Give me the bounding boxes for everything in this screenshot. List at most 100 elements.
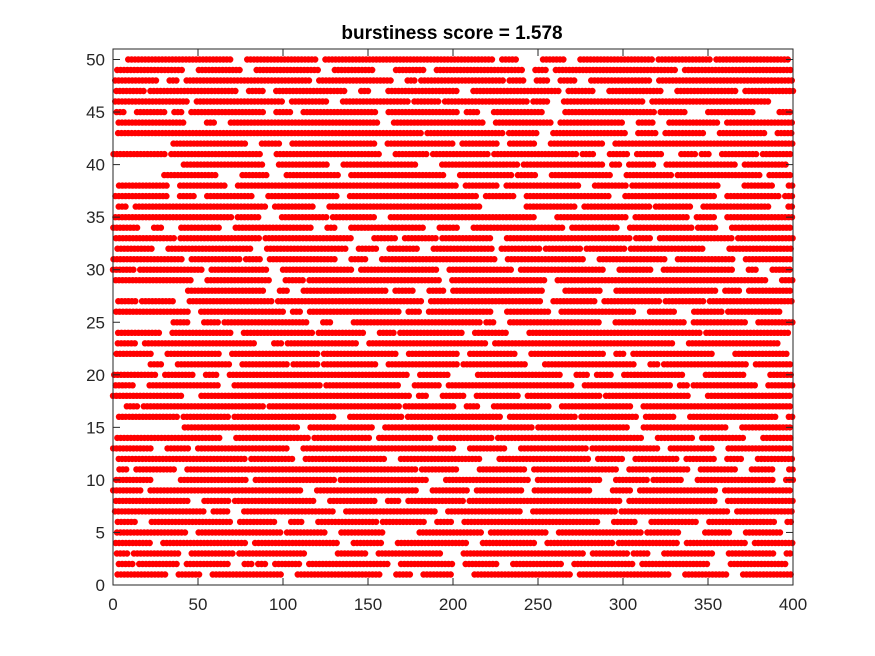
data-point xyxy=(776,308,783,315)
data-point xyxy=(279,308,286,315)
data-point xyxy=(566,571,573,578)
data-point xyxy=(788,298,795,305)
data-point xyxy=(296,308,303,315)
data-point xyxy=(722,424,729,431)
data-point xyxy=(299,277,306,284)
data-point xyxy=(265,277,272,284)
data-point xyxy=(131,518,138,526)
data-point xyxy=(435,382,442,389)
data-point xyxy=(788,455,796,463)
data-point xyxy=(133,403,141,410)
data-point xyxy=(584,455,592,463)
data-point xyxy=(412,466,419,473)
data-point xyxy=(490,319,497,326)
data-point xyxy=(708,445,715,452)
data-point xyxy=(742,361,749,368)
data-point xyxy=(200,508,207,515)
data-point xyxy=(417,298,425,305)
data-point xyxy=(155,329,163,336)
data-point xyxy=(224,508,231,515)
data-point xyxy=(626,487,634,494)
data-point xyxy=(161,571,169,578)
data-point xyxy=(447,571,454,578)
data-point xyxy=(458,329,465,336)
data-point xyxy=(476,319,483,326)
data-point xyxy=(680,319,687,326)
data-point xyxy=(711,287,719,294)
data-point xyxy=(361,550,369,557)
data-point xyxy=(665,571,672,578)
data-point xyxy=(224,413,231,420)
data-point xyxy=(314,350,321,357)
data-point xyxy=(488,434,495,442)
data-point xyxy=(395,308,402,315)
data-point xyxy=(769,550,777,557)
data-point xyxy=(711,497,718,505)
data-point xyxy=(772,413,779,420)
data-point xyxy=(774,340,781,347)
data-point xyxy=(593,518,601,526)
data-point xyxy=(477,529,484,536)
data-point xyxy=(514,392,521,399)
data-point xyxy=(789,413,796,420)
data-point xyxy=(626,403,634,410)
data-point xyxy=(789,382,796,389)
data-point xyxy=(452,466,460,473)
data-point xyxy=(500,445,508,452)
data-point xyxy=(198,266,205,273)
data-point xyxy=(380,455,388,463)
data-point xyxy=(321,529,328,536)
data-point xyxy=(788,508,795,515)
data-point xyxy=(422,476,429,484)
data-point xyxy=(412,487,419,494)
data-point xyxy=(277,340,285,347)
data-point xyxy=(450,403,457,410)
data-point xyxy=(422,392,429,399)
data-point xyxy=(557,560,564,568)
data-point xyxy=(599,350,606,357)
data-point xyxy=(524,476,531,484)
data-point xyxy=(268,298,275,305)
data-point xyxy=(377,539,385,547)
data-point xyxy=(444,371,451,378)
data-point xyxy=(395,497,402,505)
data-point xyxy=(487,308,494,315)
data-point xyxy=(463,487,470,494)
data-point xyxy=(769,476,776,484)
data-point xyxy=(137,487,144,494)
data-point xyxy=(177,392,185,399)
data-point xyxy=(703,560,711,568)
data-point xyxy=(390,329,397,336)
data-point xyxy=(786,445,793,452)
data-point xyxy=(213,371,220,378)
data-point xyxy=(516,508,523,515)
data-point xyxy=(496,413,503,420)
data-point xyxy=(298,518,305,526)
data-point xyxy=(637,434,645,442)
data-point xyxy=(511,350,518,357)
data-point xyxy=(174,550,182,557)
data-point xyxy=(620,350,627,357)
data-point xyxy=(608,539,616,547)
data-point xyxy=(371,497,378,505)
data-point xyxy=(786,392,793,399)
data-point xyxy=(365,434,373,442)
data-point xyxy=(607,371,614,378)
data-point xyxy=(300,550,308,557)
data-points xyxy=(109,56,797,578)
data-point xyxy=(673,539,680,547)
data-point xyxy=(536,298,544,305)
data-point xyxy=(786,487,793,494)
data-point xyxy=(769,466,776,473)
data-point xyxy=(591,298,598,305)
data-point xyxy=(530,539,538,547)
data-point xyxy=(761,277,769,284)
data-point xyxy=(283,361,290,368)
data-point xyxy=(147,350,154,357)
data-point xyxy=(711,487,719,494)
data-point xyxy=(654,361,661,368)
data-point xyxy=(459,497,466,505)
data-point xyxy=(668,340,676,347)
data-point xyxy=(623,424,630,431)
data-point xyxy=(333,539,340,547)
